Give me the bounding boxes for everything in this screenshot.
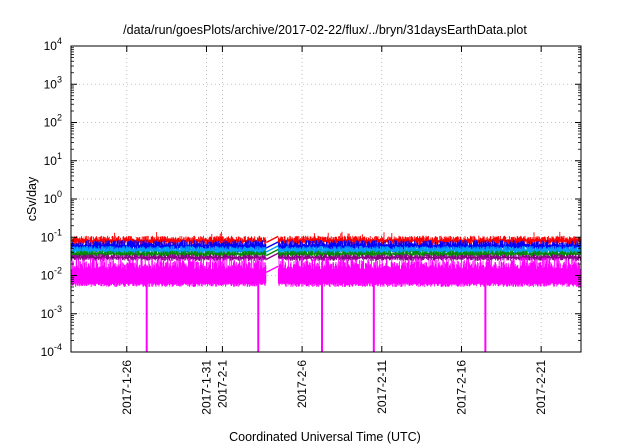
- x-tick-label: 2017-2-16: [454, 360, 468, 415]
- x-tick-label: 2017-2-21: [534, 360, 548, 415]
- y-tick-label: 10-2: [41, 266, 62, 283]
- gap-interpolation: [265, 252, 279, 260]
- series-5: [71, 252, 581, 261]
- y-tick-label: 10-3: [41, 304, 62, 321]
- y-axis: 10-4 10-3 10-2 10-1 100 101 102 103 104: [41, 36, 581, 359]
- gap-interpolation: [265, 235, 279, 244]
- y-axis-label: cSv/day: [25, 176, 39, 221]
- gap-interpolation: [265, 265, 279, 273]
- gap-interpolation: [265, 241, 279, 249]
- gap-interpolation: [265, 245, 279, 253]
- series-4: [71, 248, 581, 258]
- chart-title: /data/run/goesPlots/archive/2017-02-22/f…: [123, 23, 527, 37]
- gap-interpolation: [265, 248, 279, 257]
- series-trace: [71, 257, 581, 287]
- y-tick-label: 103: [44, 74, 62, 91]
- x-axis: 2017-1-26 2017-1-31 2017-2-1 2017-2-6 2017-2…: [120, 46, 548, 415]
- x-tick-label: 2017-1-26: [120, 360, 134, 415]
- series-trace: [71, 254, 581, 261]
- plot-area: [71, 231, 581, 352]
- y-tick-label: 102: [44, 113, 62, 130]
- y-tick-label: 10-4: [41, 342, 62, 359]
- series-6: [71, 257, 581, 352]
- x-tick-label: 2017-1-31: [199, 360, 213, 415]
- x-tick-label: 2017-2-11: [375, 360, 389, 414]
- x-tick-label: 2017-2-6: [295, 360, 309, 408]
- y-tick-label: 104: [44, 36, 62, 53]
- y-tick-label: 100: [44, 189, 62, 206]
- series-trace: [71, 250, 581, 258]
- x-axis-label: Coordinated Universal Time (UTC): [229, 430, 421, 444]
- y-tick-label: 10-1: [41, 227, 62, 244]
- x-tick-label: 2017-2-1: [215, 360, 229, 408]
- y-tick-label: 101: [44, 151, 62, 168]
